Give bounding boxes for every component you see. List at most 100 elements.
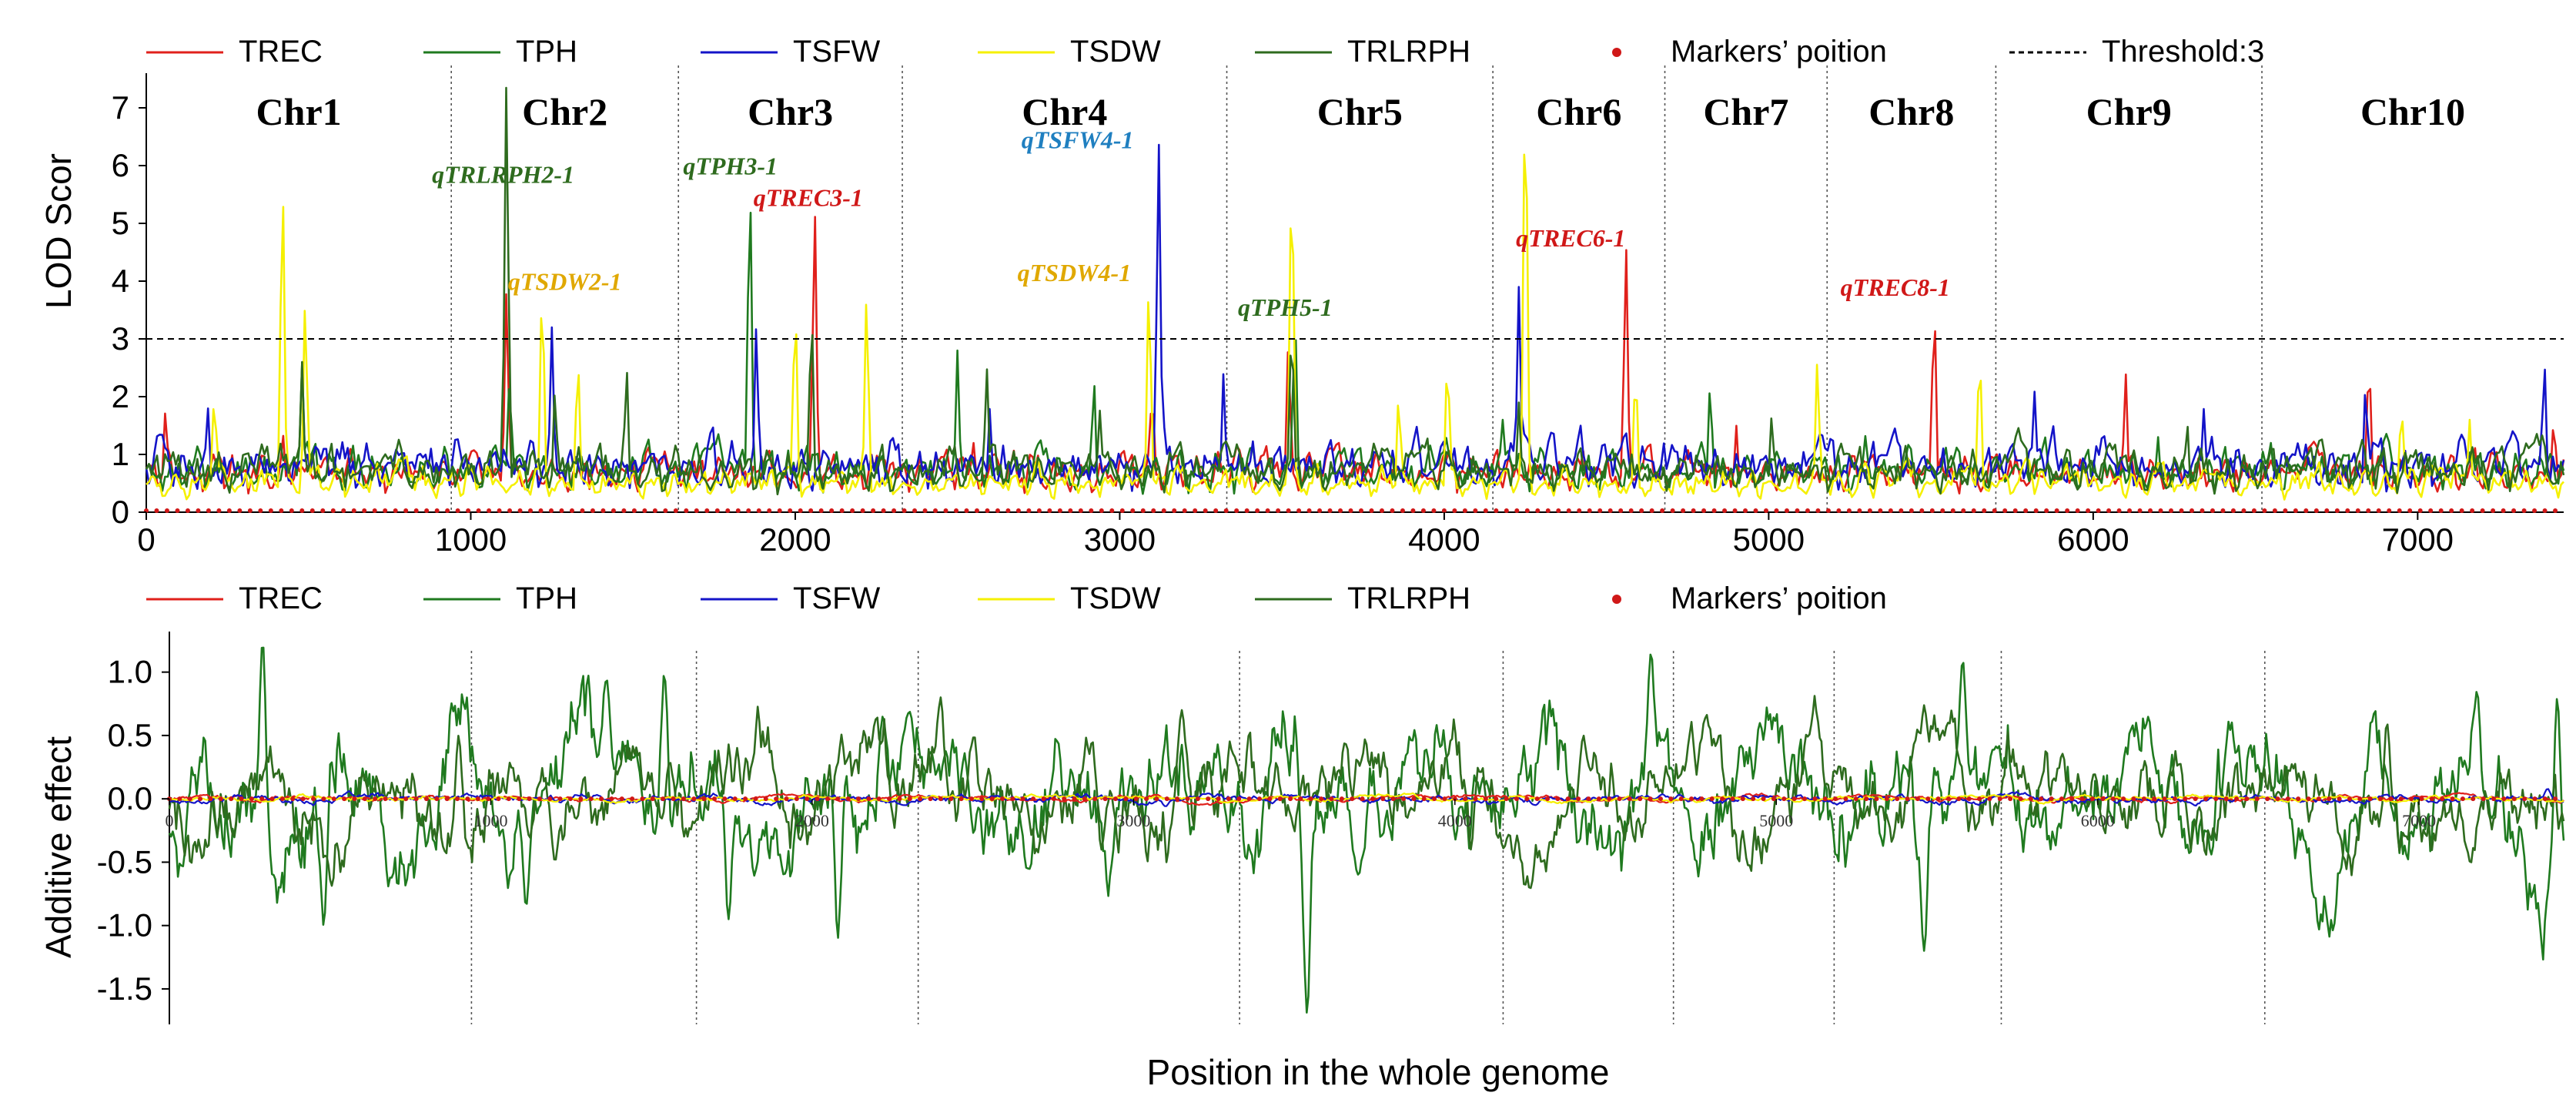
- marker-position: [1154, 796, 1159, 802]
- marker-position: [226, 508, 232, 513]
- marker-position: [1617, 796, 1622, 802]
- marker-position: [1607, 508, 1613, 513]
- marker-position: [279, 796, 285, 802]
- marker-position: [239, 796, 244, 802]
- marker-position: [1317, 508, 1323, 513]
- marker-position: [815, 796, 820, 802]
- y-tick-label: 4: [112, 263, 129, 299]
- chromosome-label-chr1: Chr1: [256, 90, 342, 133]
- marker-position: [247, 508, 253, 513]
- marker-position: [268, 508, 273, 513]
- marker-position: [1720, 796, 1725, 802]
- marker-position: [2265, 796, 2270, 802]
- legend-label-tph: TPH: [516, 35, 577, 69]
- marker-position: [1246, 796, 1252, 802]
- marker-position: [1678, 796, 1684, 802]
- marker-position: [2069, 796, 2075, 802]
- marker-position: [701, 796, 707, 802]
- chromosome-label-chr10: Chr10: [2360, 90, 2465, 133]
- marker-position: [2059, 796, 2064, 802]
- marker-position: [1586, 796, 1591, 802]
- marker-position: [767, 508, 772, 513]
- marker-position: [902, 508, 907, 513]
- marker-position: [1041, 796, 1046, 802]
- marker-position: [2491, 796, 2496, 802]
- marker-position: [1133, 796, 1139, 802]
- marker-position: [413, 508, 419, 513]
- y-tick-label: 2: [112, 378, 129, 414]
- marker-position: [2110, 796, 2116, 802]
- qtl-label-qtrec8-1: qTREC8-1: [1841, 273, 1950, 301]
- marker-position: [1504, 796, 1509, 802]
- marker-position: [1833, 796, 1838, 802]
- marker-position: [2152, 796, 2157, 802]
- marker-position: [517, 508, 523, 513]
- marker-position: [2203, 796, 2208, 802]
- marker-position: [763, 796, 768, 802]
- marker-position: [640, 796, 645, 802]
- marker-position: [1339, 796, 1344, 802]
- marker-position: [2200, 508, 2205, 513]
- marker-position: [290, 796, 296, 802]
- marker-position: [1151, 508, 1156, 513]
- marker-position: [2397, 508, 2402, 513]
- marker-position: [1774, 508, 1779, 513]
- marker-position: [1306, 508, 1312, 513]
- chromosome-label-chr9: Chr9: [2086, 90, 2172, 133]
- legend-label-tsfw: TSFW: [793, 582, 881, 615]
- marker-position: [1102, 796, 1108, 802]
- legend-label-tsdw: TSDW: [1070, 582, 1161, 615]
- marker-position: [537, 796, 542, 802]
- marker-position: [2193, 796, 2198, 802]
- marker-position: [2183, 796, 2188, 802]
- marker-position: [2283, 508, 2288, 513]
- marker-position: [1432, 796, 1437, 802]
- marker-position: [621, 508, 627, 513]
- marker-position: [465, 796, 470, 802]
- marker-position: [1884, 796, 1889, 802]
- marker-position: [642, 508, 647, 513]
- marker-position: [580, 508, 585, 513]
- marker-position: [1390, 796, 1396, 802]
- marker-position: [2044, 508, 2049, 513]
- marker-position: [673, 508, 678, 513]
- qtl-label-qtrec6-1: qTREC6-1: [1516, 224, 1625, 252]
- marker-position: [735, 508, 741, 513]
- marker-position: [320, 508, 326, 513]
- marker-position: [652, 508, 657, 513]
- legend-label-tsfw: TSFW: [793, 35, 881, 69]
- marker-position: [2223, 796, 2229, 802]
- marker-position: [1410, 508, 1416, 513]
- legend-label-trlrph: TRLRPH: [1347, 582, 1470, 615]
- legend-label-tsdw: TSDW: [1070, 35, 1161, 69]
- marker-position: [588, 796, 594, 802]
- marker-position: [321, 796, 326, 802]
- marker-position: [661, 796, 666, 802]
- y-tick-label: 5: [112, 205, 129, 241]
- marker-position: [1878, 508, 1883, 513]
- marker-position: [897, 796, 902, 802]
- x-tick-label: 4000: [1408, 521, 1480, 558]
- chromosome-label-chr5: Chr5: [1317, 90, 1403, 133]
- marker-position: [684, 508, 689, 513]
- marker-position: [1195, 796, 1200, 802]
- marker-position: [1319, 796, 1324, 802]
- marker-position: [1668, 796, 1674, 802]
- marker-position: [1473, 508, 1478, 513]
- marker-position: [1185, 796, 1190, 802]
- marker-position: [383, 796, 388, 802]
- marker-position: [2417, 508, 2423, 513]
- marker-position: [2172, 796, 2177, 802]
- marker-position: [2355, 508, 2360, 513]
- marker-position: [569, 508, 574, 513]
- marker-position: [1401, 796, 1407, 802]
- marker-position: [2366, 508, 2371, 513]
- marker-position: [1761, 796, 1766, 802]
- legend-label-threshold-3: Threshold:3: [2102, 35, 2264, 69]
- marker-position: [2028, 796, 2033, 802]
- marker-position: [486, 796, 491, 802]
- marker-position: [1244, 508, 1250, 513]
- marker-position: [1639, 508, 1644, 513]
- marker-position: [2039, 796, 2044, 802]
